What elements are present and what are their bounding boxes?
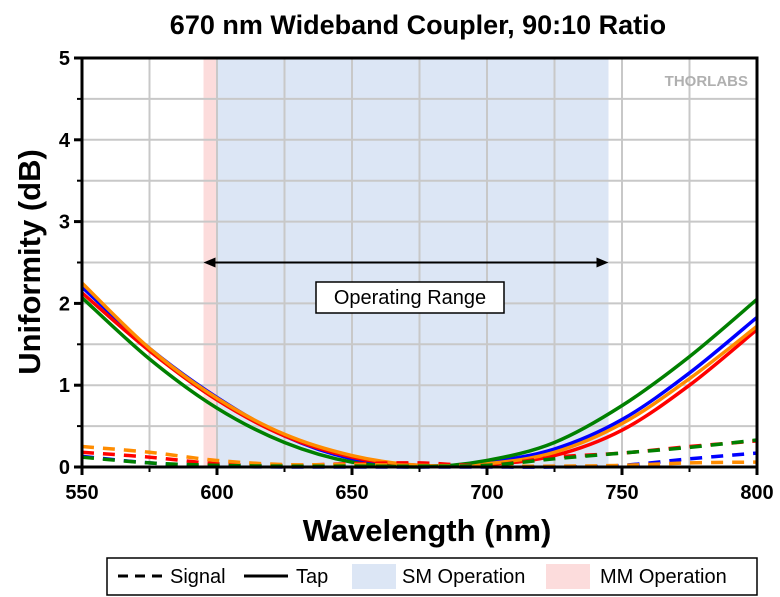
- x-tick-label: 700: [470, 482, 503, 504]
- x-tick-label: 800: [740, 482, 773, 504]
- legend-label-mm: MM Operation: [600, 566, 727, 588]
- annotation-text: Operating Range: [334, 287, 486, 309]
- arrow-head-right-icon: [596, 257, 609, 268]
- y-tick-label: 4: [59, 130, 71, 152]
- x-tick-label: 550: [65, 482, 98, 504]
- legend-swatch-sm: [352, 564, 396, 589]
- y-tick-label: 1: [59, 375, 70, 397]
- y-tick-label: 0: [59, 457, 70, 479]
- legend: Signal Tap SM Operation MM Operation: [106, 557, 758, 596]
- legend-swatch-mm: [546, 564, 590, 589]
- legend-label-sm: SM Operation: [402, 566, 525, 588]
- legend-box: [106, 557, 758, 596]
- y-tick-label: 5: [59, 48, 70, 70]
- x-axis-label: Wavelength (nm): [303, 513, 552, 548]
- x-tick-label: 650: [335, 482, 368, 504]
- legend-label-signal: Signal: [170, 566, 226, 588]
- y-tick-label: 3: [59, 212, 70, 234]
- watermark-logo: THORLABS: [665, 73, 748, 90]
- y-tick-label: 2: [59, 293, 70, 315]
- legend-label-tap: Tap: [296, 566, 328, 588]
- annotation-box: [315, 281, 505, 314]
- chart-title: 670 nm Wideband Coupler, 90:10 Ratio: [170, 10, 666, 40]
- series-line-signal-red: [81, 439, 758, 468]
- x-tick-label: 600: [200, 482, 233, 504]
- x-tick-label: 750: [605, 482, 638, 504]
- y-axis-label: Uniformity (dB): [12, 149, 47, 375]
- arrow-head-left-icon: [203, 257, 216, 268]
